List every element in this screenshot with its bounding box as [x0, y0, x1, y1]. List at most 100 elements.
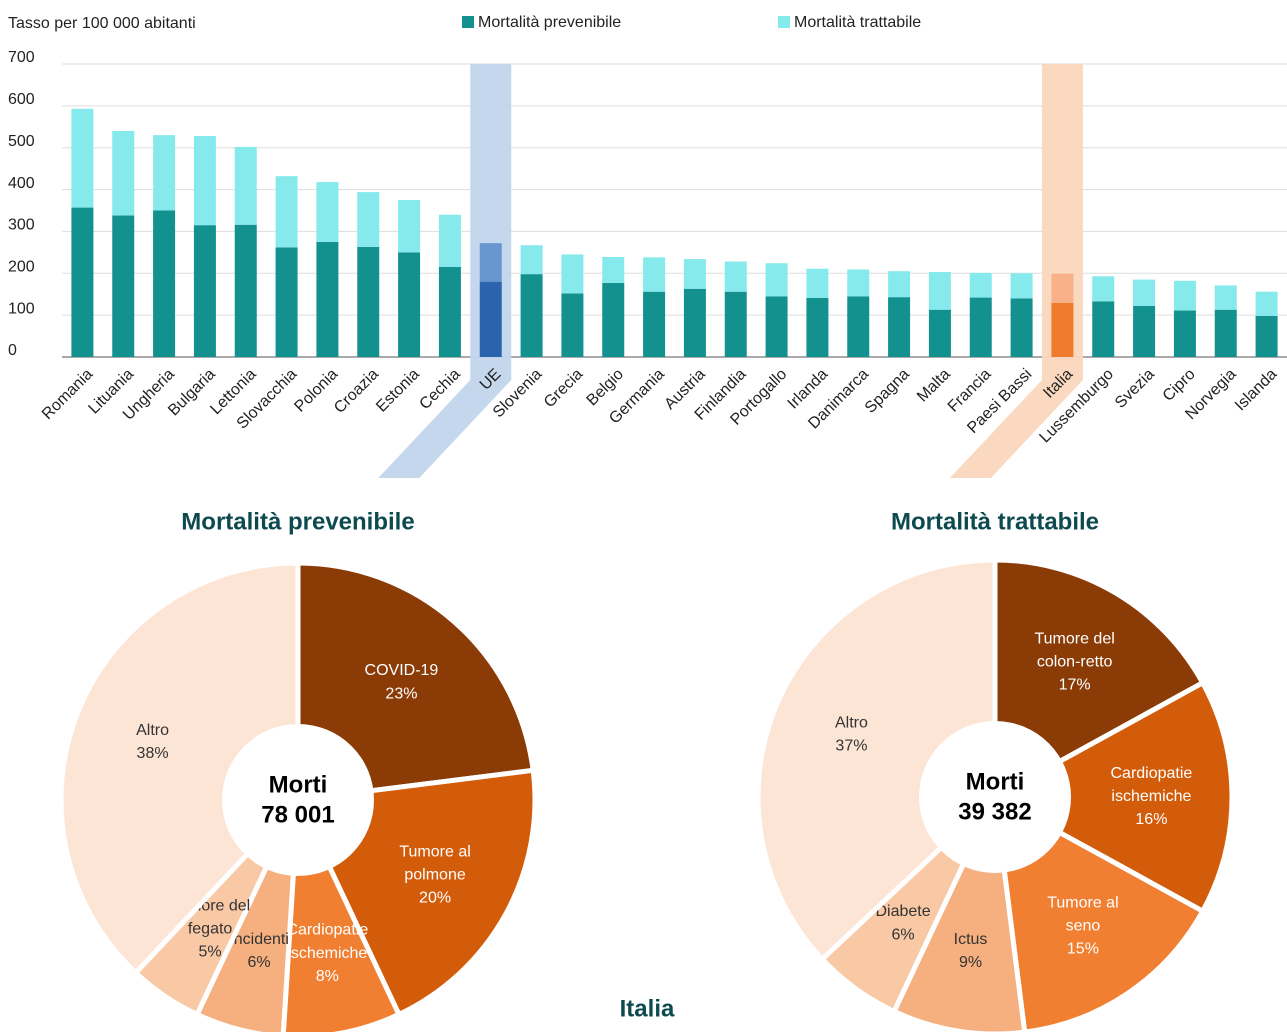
bar-segment: [275, 247, 298, 357]
pie-slice: [58, 560, 301, 976]
bar-segment: [1173, 280, 1196, 311]
bar-segment: [847, 296, 870, 357]
bar-segment: [561, 293, 584, 357]
bar-segment: [1010, 273, 1033, 299]
bar-segment: [398, 200, 421, 253]
legend-swatch: [462, 16, 474, 28]
footer-label: Italia: [620, 995, 675, 1022]
center-value: 39 382: [958, 798, 1031, 825]
pie-slice: [992, 680, 1235, 914]
x-tick-label: Grecia: [541, 366, 586, 411]
bar-segment: [1214, 309, 1237, 357]
donut-hole: [222, 724, 374, 876]
bar-segment: [765, 263, 788, 297]
bar-segment: [683, 288, 706, 357]
slice-label: Ictus: [954, 931, 988, 948]
bar-segment: [602, 282, 625, 357]
slice-label: Tumore del colon-retto: [1034, 631, 1114, 671]
slice-value-label: 17%: [1059, 677, 1091, 694]
pie-title: Mortalità trattabile: [891, 508, 1099, 535]
slice-value-label: 37%: [835, 738, 867, 755]
bar-segment: [520, 274, 543, 357]
bar-segment: [438, 267, 461, 357]
slice-label: Tumore al polmone: [399, 844, 470, 884]
bar-segment: [112, 130, 135, 216]
slice-value-label: 5%: [199, 944, 222, 961]
highlight-band: [949, 64, 1083, 478]
bar-segment: [643, 291, 666, 357]
x-tick-label: Croazia: [331, 366, 382, 417]
slice-value-label: 8%: [316, 968, 339, 985]
slice-value-label: 20%: [419, 890, 451, 907]
bar-segment: [234, 146, 257, 225]
bar-segment: [1255, 315, 1278, 357]
bar-segment: [316, 182, 339, 242]
bar-segment: [928, 309, 951, 357]
bar-segment: [847, 269, 870, 297]
bar-segment: [643, 257, 666, 292]
bar-segment: [969, 297, 992, 357]
bar-segment: [112, 215, 135, 357]
y-axis-label: Tasso per 100 000 abitanti: [8, 15, 196, 32]
center-title: Morti: [966, 768, 1025, 795]
pie-title: Mortalità prevenibile: [181, 508, 414, 535]
bar-segment: [193, 225, 216, 357]
pie-slice: [992, 794, 1206, 1032]
slice-value-label: 38%: [137, 745, 169, 762]
bar-segment: [438, 214, 461, 268]
bar-segment: [1173, 310, 1196, 357]
legend-swatch: [778, 16, 790, 28]
bar-segment: [888, 297, 911, 357]
bar-segment: [193, 135, 216, 226]
center-value: 78 001: [261, 801, 334, 828]
bar-segment: [275, 176, 298, 248]
pie-slice: [755, 557, 998, 962]
bar-segment: [1092, 276, 1115, 302]
slice-label: COVID-19: [365, 662, 439, 679]
bar-segment: [724, 291, 747, 357]
bar-segment: [928, 272, 951, 310]
slice-value-label: 6%: [891, 926, 914, 943]
bar-segment: [357, 246, 380, 357]
bar-segment: [806, 297, 829, 357]
bar-segment: [806, 268, 829, 298]
slice-label: Tumore al seno: [1047, 895, 1118, 935]
bar-segment: [1051, 273, 1074, 304]
bar-segment: [357, 192, 380, 247]
bar-segment: [1010, 298, 1033, 357]
bar-segment: [1214, 285, 1237, 310]
legend-label: Mortalità prevenibile: [478, 14, 621, 31]
bar-segment: [316, 241, 339, 357]
bar-segment: [1133, 305, 1156, 357]
x-tick-label: Svezia: [1112, 366, 1158, 412]
bar-segment: [153, 210, 176, 357]
slice-label: Incidenti: [229, 931, 289, 948]
bar-segment: [479, 243, 502, 282]
x-tick-label: Estonia: [373, 366, 423, 416]
legend-label: Mortalità trattabile: [794, 14, 921, 31]
slice-label: Altro: [136, 722, 169, 739]
slice-value-label: 9%: [959, 954, 982, 971]
bar-segment: [71, 207, 94, 357]
x-tick-label: Islanda: [1232, 366, 1281, 415]
bar-segment: [1092, 301, 1115, 357]
y-tick-label: 500: [8, 133, 35, 150]
bar-segment: [683, 259, 706, 289]
slice-value-label: 15%: [1067, 941, 1099, 958]
slice-value-label: 16%: [1135, 811, 1167, 828]
bar-segment: [1133, 279, 1156, 306]
bar-segment: [602, 256, 625, 283]
y-tick-label: 300: [8, 217, 35, 234]
bar-segment: [71, 108, 94, 208]
bar-segment: [765, 296, 788, 357]
slice-label: Cardiopatie ischemiche: [1111, 765, 1193, 805]
x-tick-label: Romania: [39, 366, 96, 423]
slice-value-label: 23%: [385, 685, 417, 702]
slice-label: Altro: [835, 715, 868, 732]
bar-segment: [520, 245, 543, 275]
y-tick-label: 700: [8, 49, 35, 66]
bar-segment: [234, 224, 257, 357]
bar-segment: [1051, 303, 1074, 357]
y-tick-label: 400: [8, 175, 35, 192]
